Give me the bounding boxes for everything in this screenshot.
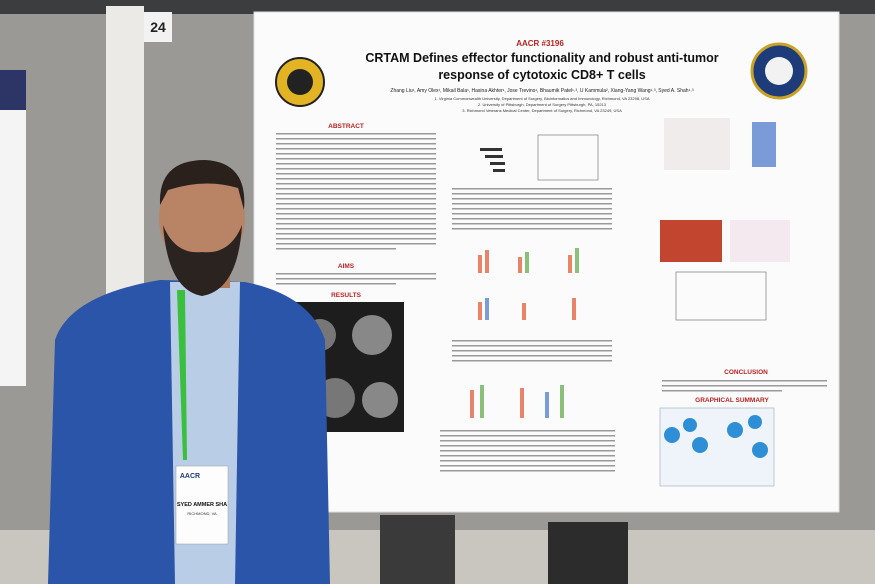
bystander [380, 515, 455, 584]
lanyard [177, 290, 187, 460]
ct-scan [362, 382, 398, 418]
face [159, 166, 245, 270]
conclusion-text [662, 380, 827, 392]
presenter: AACR SYED AMMER SHA RICHMOND, VA [48, 160, 330, 584]
section-heading: AIMS [338, 263, 355, 270]
summary-cells [664, 415, 768, 458]
university-logo-center [287, 69, 313, 95]
beard [163, 225, 242, 296]
neighbor-poster [0, 70, 26, 386]
ceiling [0, 0, 875, 14]
abstract-id: AACR #3196 [516, 39, 564, 48]
figure-bars [480, 148, 505, 172]
aims-text [276, 273, 436, 285]
figure-line-chart [537, 134, 599, 181]
poster-title: CRTAM Defines effector functionality and… [365, 51, 718, 65]
authors: Zhang Liu¹, Amy Olex¹, Mikail Bala¹, Has… [390, 88, 694, 94]
badge-event: AACR [180, 473, 200, 480]
neighbor-poster-header [0, 70, 26, 110]
figure-caption [440, 188, 615, 472]
affiliation: 3. Richmond Veterans Medical Center, Dep… [462, 108, 622, 113]
hair [159, 160, 245, 210]
heatmap [660, 220, 722, 262]
survival-plot [675, 271, 767, 321]
tumor-photo [664, 118, 730, 170]
badge-name: SYED AMMER SHA [177, 502, 227, 508]
affiliation: 2. University of Pittsburgh, Department … [478, 102, 607, 107]
bystander [548, 522, 628, 584]
section-heading: RESULTS [331, 292, 362, 299]
board-number-card [144, 12, 172, 42]
section-heading: ABSTRACT [328, 123, 364, 130]
volcano-plot [730, 220, 790, 262]
name-badge [175, 465, 229, 545]
figure-bar [752, 122, 776, 167]
poster-title: response of cytotoxic CD8+ T cells [438, 68, 645, 82]
va-logo-center [765, 57, 793, 85]
affiliation: 1. Virginia Commonwealth University, Dep… [434, 96, 649, 101]
board-number: 24 [150, 19, 166, 35]
section-heading: GRAPHICAL SUMMARY [695, 397, 769, 404]
section-heading: CONCLUSION [724, 369, 768, 376]
figure-small-bars [470, 248, 579, 418]
badge-city: RICHMOND, VA [187, 511, 217, 516]
ct-scan [352, 315, 392, 355]
abstract-text [276, 133, 436, 250]
